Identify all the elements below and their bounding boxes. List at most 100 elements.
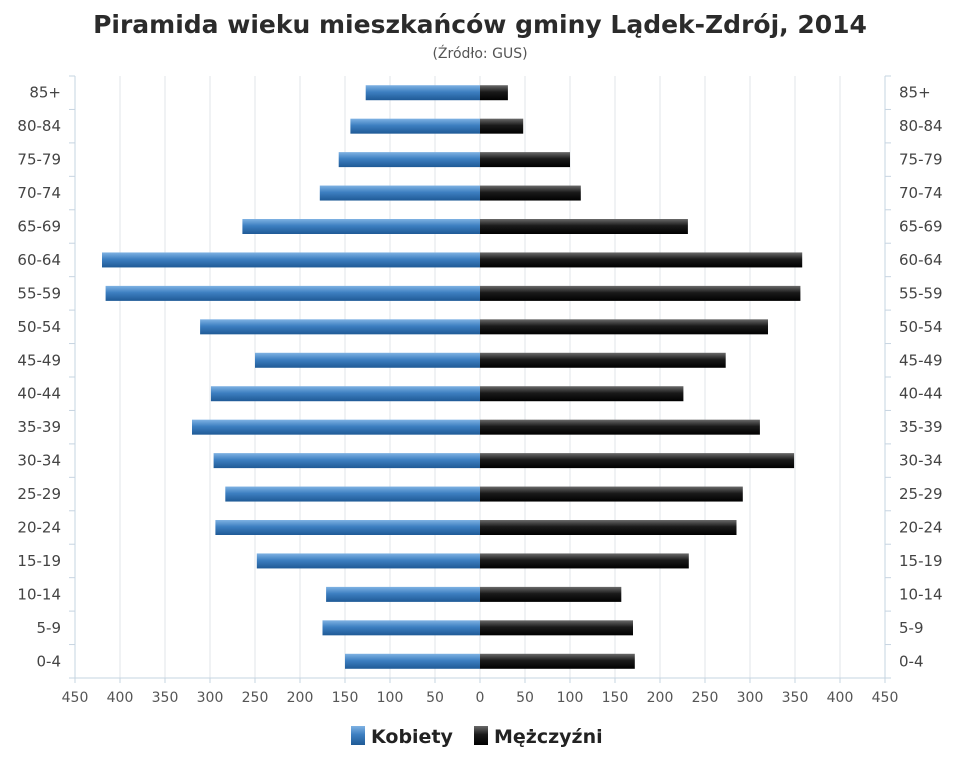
category-label: 70-74 [17,184,61,202]
category-labels-left: 85+ 80-84 75-79 70-74 65-69 60-64 55-59 50-54 45… [17,84,61,671]
x-tick-labels: 450 400 350 300 250 200 150 100 50 0 50 100 150 200 25… [62,690,899,706]
bar-kobiety[interactable] [365,85,480,101]
category-label: 75-79 [17,151,61,169]
category-label: 55-59 [899,284,943,302]
x-tick-label: 350 [152,690,179,706]
gridlines [74,76,886,678]
x-tick-label: 100 [377,690,404,706]
bar-kobiety[interactable] [242,219,480,234]
category-label: 20-24 [899,519,943,537]
bar-kobiety[interactable] [225,486,480,502]
legend: Kobiety Mężczyźni [351,726,603,748]
category-label: 65-69 [899,218,943,236]
bar-mezczyzni[interactable] [480,486,743,502]
category-label: 45-49 [17,351,61,369]
legend-swatch-mezczyzni [474,726,488,745]
category-label: 5-9 [37,619,62,637]
bar-kobiety[interactable] [213,453,480,469]
category-label: 50-54 [17,318,61,336]
bar-mezczyzni[interactable] [480,152,570,168]
category-label: 70-74 [899,184,943,202]
category-label: 15-19 [899,552,943,570]
bar-kobiety[interactable] [255,352,480,368]
x-tick-label: 300 [737,690,764,706]
bar-kobiety[interactable] [350,118,480,134]
category-label: 75-79 [899,151,943,169]
category-labels-right: 85+ 80-84 75-79 70-74 65-69 60-64 55-59 50-54 45… [899,84,943,671]
category-label: 50-54 [899,318,943,336]
category-label: 0-4 [37,652,62,670]
bar-mezczyzni[interactable] [480,185,581,201]
category-label: 40-44 [17,385,61,403]
category-label: 40-44 [899,385,943,403]
bar-kobiety[interactable] [210,386,480,402]
x-tick-label: 300 [197,690,224,706]
bar-kobiety[interactable] [200,319,480,335]
bar-kobiety[interactable] [319,185,480,201]
legend-swatch-kobiety [351,726,365,745]
x-tick-label: 250 [242,690,269,706]
category-label: 0-4 [899,652,924,670]
bar-mezczyzni[interactable] [480,85,508,101]
x-tick-label: 450 [872,690,899,706]
x-tick-label: 50 [426,690,444,706]
bar-mezczyzni[interactable] [480,553,689,569]
category-label: 35-39 [17,418,61,436]
x-tick-label: 350 [782,690,809,706]
bar-kobiety[interactable] [105,285,480,301]
x-tick-label: 50 [516,690,534,706]
bar-mezczyzni[interactable] [480,453,795,469]
x-tick-label: 250 [692,690,719,706]
bar-mezczyzni[interactable] [480,620,633,636]
category-label: 20-24 [17,519,61,537]
x-tick-label: 150 [332,690,359,706]
category-label: 65-69 [17,218,61,236]
bar-mezczyzni[interactable] [480,219,688,234]
chart-title: Piramida wieku mieszkańców gminy Lądek-Z… [93,10,867,39]
category-label: 35-39 [899,418,943,436]
x-tick-label: 400 [107,690,134,706]
bar-kobiety[interactable] [102,252,480,268]
x-tick-label: 150 [602,690,629,706]
bar-mezczyzni[interactable] [480,118,524,134]
bar-kobiety[interactable] [215,520,480,535]
category-label: 30-34 [17,452,61,470]
bar-mezczyzni[interactable] [480,285,801,301]
x-tick-label: 0 [476,690,485,706]
bar-mezczyzni[interactable] [480,352,726,368]
bar-mezczyzni[interactable] [480,252,803,268]
bar-kobiety[interactable] [256,553,480,569]
legend-label-mezczyzni[interactable]: Mężczyźni [494,726,603,748]
bar-kobiety[interactable] [326,586,480,602]
category-label: 85+ [899,84,931,102]
bar-mezczyzni[interactable] [480,520,737,535]
category-label: 25-29 [899,485,943,503]
bar-kobiety[interactable] [322,620,481,636]
legend-label-kobiety[interactable]: Kobiety [371,726,454,748]
category-label: 5-9 [899,619,924,637]
bar-kobiety[interactable] [338,152,480,168]
bar-kobiety[interactable] [345,653,480,669]
category-label: 10-14 [899,585,943,603]
bar-mezczyzni[interactable] [480,419,760,435]
bar-kobiety[interactable] [192,419,480,435]
chart-subtitle: (Źródło: GUS) [432,44,527,62]
bar-mezczyzni[interactable] [480,386,684,402]
x-tick-label: 450 [62,690,89,706]
category-label: 10-14 [17,585,61,603]
bar-mezczyzni[interactable] [480,653,635,669]
category-label: 25-29 [17,485,61,503]
category-label: 55-59 [17,284,61,302]
bars [102,85,803,669]
x-tick-label: 100 [557,690,584,706]
axes [69,75,891,683]
x-tick-label: 200 [287,690,314,706]
x-tick-label: 400 [827,690,854,706]
category-label: 45-49 [899,351,943,369]
bar-mezczyzni[interactable] [480,586,622,602]
category-label: 60-64 [899,251,943,269]
category-label: 85+ [29,84,61,102]
category-label: 80-84 [17,117,61,135]
bar-mezczyzni[interactable] [480,319,768,335]
